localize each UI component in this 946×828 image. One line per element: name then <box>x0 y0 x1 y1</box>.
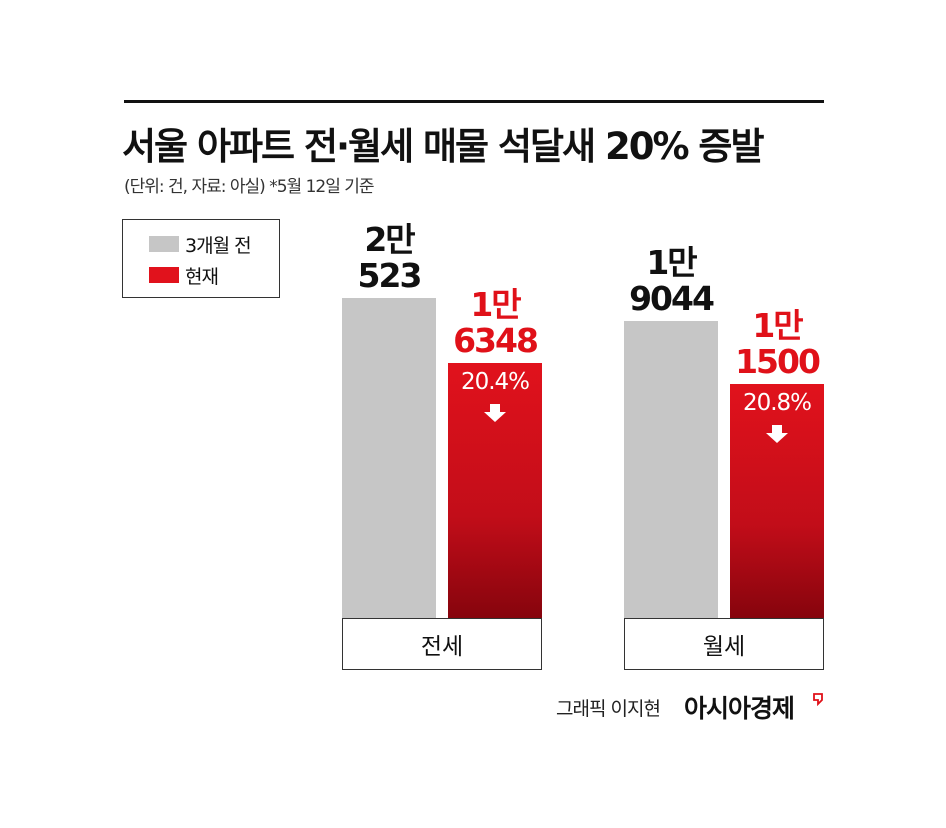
change-label-jeonse: 20.4% <box>460 369 530 395</box>
brand-logo: 아시아경제 <box>684 694 795 723</box>
down-arrow-icon <box>766 425 788 443</box>
value-label-jeonse-before: 2만 523 <box>357 220 423 295</box>
chart-title: 서울 아파트 전·월세 매물 석달새 20% 증발 <box>122 125 765 168</box>
category-label-jeonse: 전세 <box>342 618 542 670</box>
title-rule <box>124 100 824 103</box>
brand-mark-icon <box>813 693 823 706</box>
graphic-credit: 그래픽 이지현 <box>556 698 661 720</box>
legend-item-current: 현재 <box>149 265 219 288</box>
legend-swatch-before <box>149 236 179 252</box>
bar-wolse-before <box>624 321 718 618</box>
change-label-wolse: 20.8% <box>742 390 812 416</box>
legend-label-before: 3개월 전 <box>185 234 252 257</box>
bar-jeonse-before <box>342 298 436 618</box>
value-label-jeonse-current: 1만 6348 <box>453 285 539 360</box>
category-label-wolse: 월세 <box>624 618 824 670</box>
value-label-wolse-before: 1만 9044 <box>629 243 715 318</box>
bar-wolse-current <box>730 384 824 618</box>
legend-label-current: 현재 <box>185 265 219 288</box>
legend-item-before: 3개월 전 <box>149 234 252 257</box>
value-label-wolse-current: 1만 1500 <box>735 306 821 381</box>
chart-subtitle: (단위: 건, 자료: 아실) *5월 12일 기준 <box>124 177 375 197</box>
down-arrow-icon <box>484 404 506 422</box>
legend: 3개월 전 현재 <box>122 219 280 298</box>
bar-jeonse-current <box>448 363 542 618</box>
legend-swatch-current <box>149 267 179 283</box>
